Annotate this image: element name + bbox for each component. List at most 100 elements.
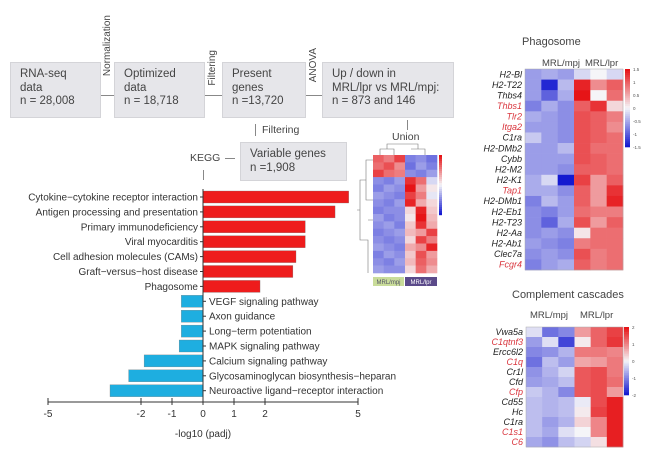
- gene-label: Vwa5a: [495, 327, 523, 337]
- heatmap-cell: [558, 347, 575, 358]
- union-heatmap-cell: [405, 221, 416, 230]
- gene-label: H2-Aa: [496, 228, 522, 238]
- union-heatmap-cell: [373, 258, 384, 266]
- colorbar-segment: [625, 125, 630, 128]
- colorbar-segment: [625, 90, 630, 93]
- box-line: n = 18,718: [124, 95, 179, 107]
- colorbar-segment: [625, 111, 630, 115]
- colorbar-segment: [625, 94, 630, 97]
- bar: [202, 190, 349, 204]
- gene-label: C6: [511, 437, 523, 447]
- heatmap-cell: [574, 164, 591, 176]
- heatmap-cell: [558, 397, 575, 408]
- gene-label: Thbs4: [497, 90, 522, 100]
- heatmap-cell: [542, 337, 559, 348]
- union-heatmap-cell: [405, 199, 416, 207]
- colorbar-segment: [624, 361, 629, 363]
- union-heatmap-cell: [394, 177, 406, 185]
- heatmap-cell: [526, 407, 543, 418]
- union-colorbar-segment: [439, 195, 442, 198]
- colorbar-segment: [624, 374, 629, 377]
- colorbar-tick: -0.5: [633, 119, 641, 124]
- heatmap-cell: [525, 206, 542, 218]
- bar: [202, 265, 294, 278]
- colorbar-segment: [625, 92, 630, 95]
- connector: [101, 95, 114, 96]
- heatmap-cell: [590, 427, 608, 438]
- group-label-mpj-bg: [373, 277, 404, 286]
- heatmap-cell: [525, 143, 542, 154]
- heatmap-cell: [574, 111, 591, 123]
- union-heatmap-cell: [394, 162, 406, 171]
- heatmap-cell: [606, 79, 624, 91]
- heatmap-cell: [542, 347, 559, 358]
- heatmap-cell: [541, 164, 558, 176]
- heatmap-cell: [526, 347, 543, 358]
- union-colorbar-segment: [439, 205, 442, 208]
- heatmap-cell: [557, 206, 575, 218]
- union-colorbar-segment: [439, 187, 442, 190]
- union-heatmap-cell: [383, 184, 395, 193]
- union-colorbar-segment: [439, 169, 442, 172]
- gene-label: C1q: [506, 357, 523, 367]
- x-tick-label: 0: [200, 409, 206, 420]
- phagosome-title: Phagosome: [522, 36, 581, 48]
- heatmap-cell: [574, 174, 591, 186]
- heatmap-cell: [606, 121, 624, 133]
- box-line: genes: [232, 81, 264, 94]
- union-heatmap-cell: [394, 155, 406, 163]
- category-label: Primary immunodeficiency: [81, 222, 198, 233]
- union-heatmap-cell: [394, 221, 406, 230]
- connector: [205, 95, 222, 96]
- heatmap-cell: [525, 217, 542, 228]
- heatmap-cell: [525, 259, 542, 271]
- heatmap-cell: [574, 143, 591, 154]
- heatmap-cell: [557, 132, 575, 144]
- bar: [202, 235, 306, 248]
- heatmap-cell: [574, 327, 591, 338]
- union-heatmap-cell: [415, 243, 427, 252]
- heatmap-cell: [590, 174, 607, 186]
- colorbar-segment: [625, 70, 630, 74]
- union-colorbar-segment: [439, 159, 442, 162]
- heatmap-cell: [557, 79, 575, 91]
- connector: [203, 170, 204, 180]
- colorbar-segment: [625, 141, 630, 144]
- colorbar-segment: [625, 121, 630, 124]
- union-colorbar-segment: [439, 179, 442, 182]
- colorbar-segment: [624, 338, 629, 341]
- colorbar-segment: [625, 82, 630, 85]
- union-colorbar-segment: [439, 201, 442, 204]
- heatmap-cell: [590, 397, 608, 408]
- union-heatmap-cell: [405, 184, 416, 193]
- heatmap-cell: [590, 327, 608, 338]
- colorbar-segment: [625, 117, 630, 120]
- phagosome-group-lpr: MRL/lpr: [585, 58, 619, 69]
- heatmap-cell: [574, 90, 591, 102]
- category-label: VEGF signaling pathway: [209, 297, 319, 308]
- heatmap-cell: [590, 238, 607, 250]
- gene-label: Cd55: [501, 397, 524, 407]
- colorbar-segment: [625, 108, 630, 111]
- row-dendrogram: [357, 159, 373, 273]
- heatmap-cell: [525, 121, 542, 133]
- heatmap-cell: [526, 337, 543, 348]
- colorbar-segment: [624, 328, 629, 331]
- union-colorbar-segment: [439, 199, 442, 202]
- heatmap-cell: [574, 132, 591, 144]
- union-heatmap-cell: [373, 199, 384, 207]
- union-heatmap-cell: [373, 191, 384, 200]
- colorbar-segment: [624, 383, 629, 386]
- x-tick-label: 2: [262, 409, 268, 420]
- heatmap-cell: [590, 377, 608, 388]
- colorbar-segment: [624, 342, 629, 345]
- union-heatmap-cell: [426, 169, 438, 178]
- box-line: data: [124, 81, 147, 94]
- gene-label: C1s1: [502, 427, 523, 437]
- union-colorbar-segment: [439, 161, 442, 164]
- colorbar-segment: [625, 102, 630, 105]
- colorbar-segment: [624, 357, 629, 360]
- box-line: n =1,908: [250, 161, 296, 174]
- colorbar-segment: [625, 131, 630, 134]
- colorbar-segment: [625, 119, 630, 122]
